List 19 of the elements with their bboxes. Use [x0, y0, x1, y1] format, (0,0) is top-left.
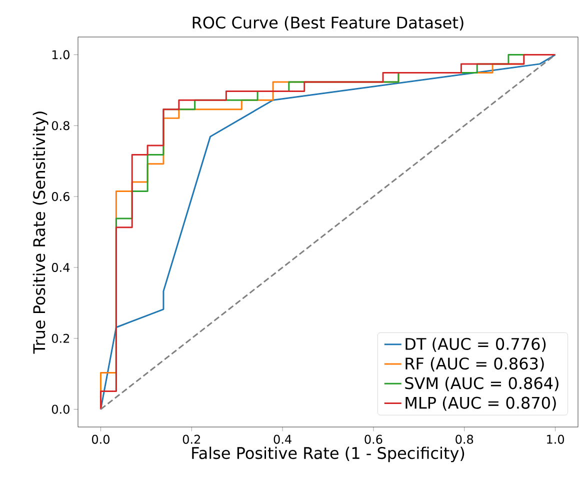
- y-tick-label: 0.8: [52, 121, 70, 130]
- chart-title: ROC Curve (Best Feature Dataset): [192, 16, 464, 30]
- y-tick-label: 1.0: [52, 50, 70, 60]
- legend-label: MLP (AUC = 0.870): [406, 396, 556, 411]
- x-axis-title: False Positive Rate (1 - Specificity): [192, 446, 464, 462]
- y-tick-label: 0.4: [52, 262, 70, 272]
- legend-label: SVM (AUC = 0.864): [405, 376, 558, 392]
- x-tick-label: 0.8: [456, 434, 474, 444]
- y-axis-title: True Positive Rate (Sensitivity): [32, 112, 48, 354]
- legend-label: RF (AUC = 0.863): [406, 357, 544, 372]
- y-tick-label: 0.2: [52, 334, 70, 343]
- y-tick-label: 0.6: [52, 192, 70, 202]
- x-tick-label: 0.6: [364, 434, 382, 444]
- y-tick-label: 0.0: [52, 404, 70, 414]
- x-tick-label: 0.0: [92, 434, 110, 444]
- x-tick-label: 0.4: [274, 434, 292, 444]
- legend-label: DT (AUC = 0.776): [406, 338, 546, 352]
- x-tick-label: 1.0: [547, 434, 564, 444]
- x-tick-label: 0.2: [182, 434, 200, 444]
